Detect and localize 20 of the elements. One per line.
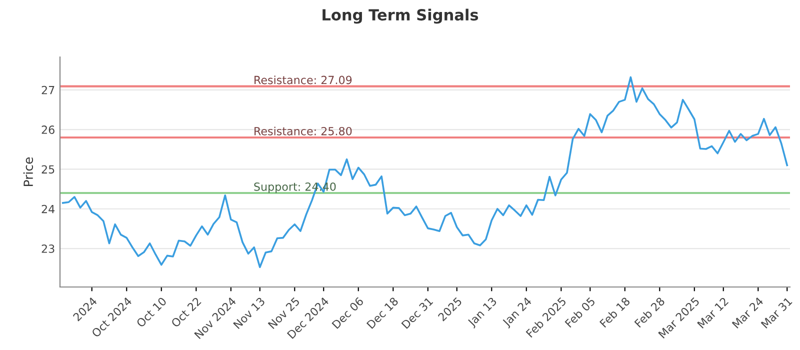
x-tick-label: Feb 18	[599, 296, 630, 328]
x-tick-label: Oct 22	[170, 296, 202, 328]
y-tick-label: 25	[42, 165, 54, 174]
ref-line-label: Resistance: 27.09	[254, 76, 352, 84]
x-tick-label: Dec 06	[332, 296, 364, 330]
x-tick-label: Dec 18	[366, 296, 399, 330]
y-tick-label: 27	[42, 86, 54, 94]
x-tick-label: Jan 13	[466, 296, 499, 329]
x-tick-label: Dec 31	[401, 296, 434, 330]
chart-title: Long Term Signals	[322, 8, 478, 24]
y-tick-label: 26	[42, 126, 54, 134]
y-tick-label: 24	[42, 204, 55, 214]
ref-line-label: Resistance: 25.80	[254, 126, 352, 136]
y-axis-title: Price	[23, 157, 34, 186]
x-tick-label: Feb 05	[564, 296, 596, 328]
x-tick-label: Oct 10	[136, 296, 167, 328]
line-series	[62, 76, 788, 268]
x-tick-label: Feb 28	[634, 296, 666, 328]
y-tick-label: 23	[42, 244, 54, 253]
x-tick-label: Jan 24	[502, 296, 534, 329]
